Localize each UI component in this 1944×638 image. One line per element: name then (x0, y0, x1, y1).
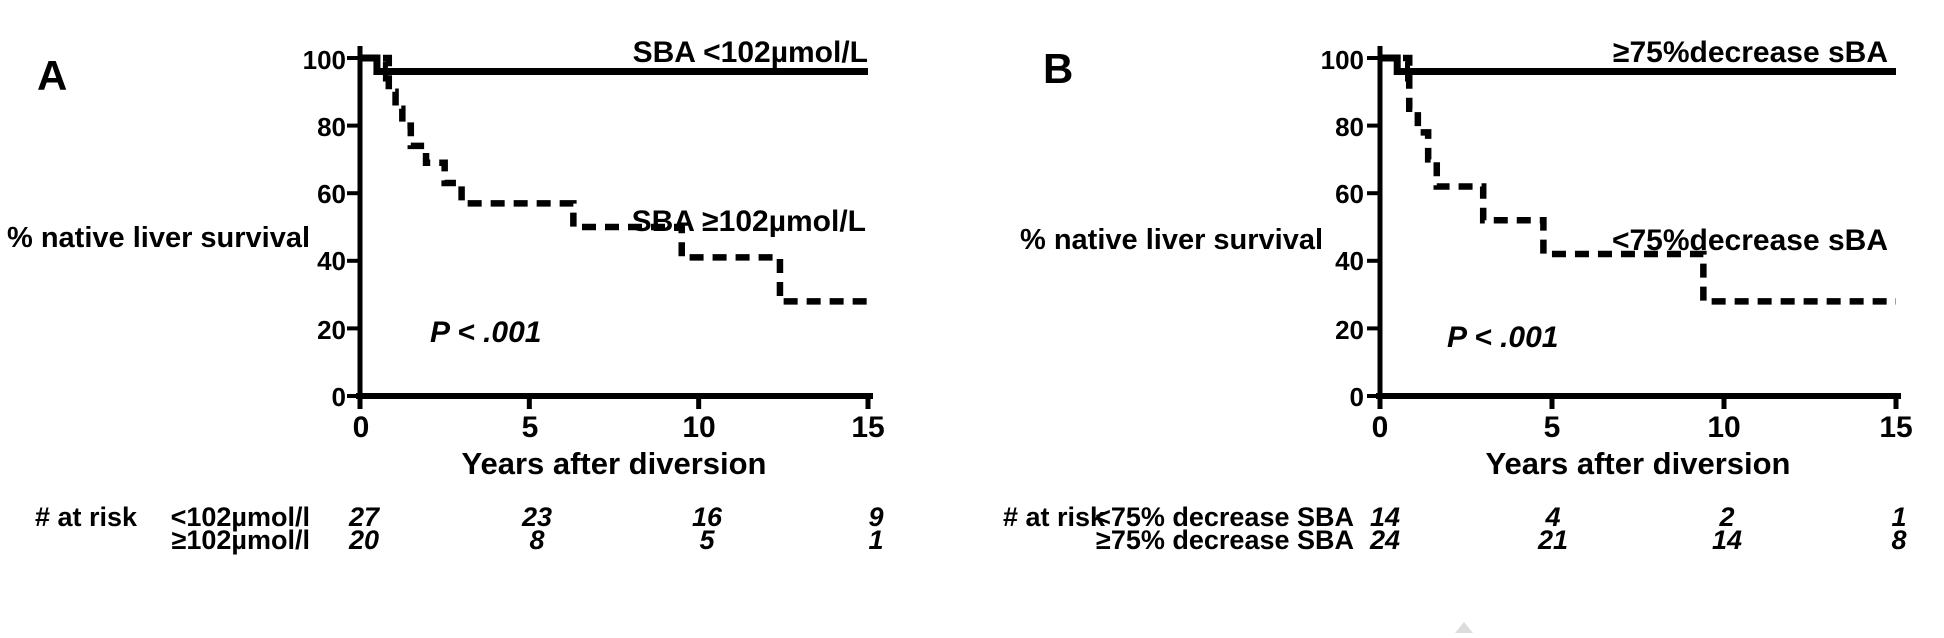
x-tick-label: 15 (851, 411, 884, 444)
x-tick-label: 0 (1372, 411, 1389, 444)
at-risk-count: 21 (1537, 525, 1568, 555)
at-risk-count: 24 (1369, 525, 1400, 555)
at-risk-count: 8 (1891, 525, 1906, 555)
plot-lines (347, 46, 873, 409)
x-axis-title: Years after diversion (462, 446, 767, 481)
y-tick-label: 40 (317, 246, 346, 276)
at-risk-count: 14 (1712, 525, 1742, 555)
at-risk-row-label: <75% decrease SBA (1095, 502, 1354, 532)
legend-solid-label: SBA <102µmol/L (633, 36, 868, 69)
y-tick-label: 60 (317, 179, 346, 209)
at-risk-row-label: ≥102µmol/l (172, 525, 310, 555)
x-axis-title: Years after diversion (1486, 446, 1791, 481)
at-risk-count: 8 (529, 525, 544, 555)
at-risk-header: # at risk (35, 502, 138, 532)
y-tick-label: 100 (303, 45, 346, 75)
y-tick-label: 0 (1350, 382, 1364, 412)
at-risk-row-label: ≥75% decrease SBA (1096, 525, 1354, 555)
x-tick-label: 5 (522, 411, 539, 444)
survival-curve-dashed (360, 54, 868, 305)
x-tick-label: 10 (682, 411, 715, 444)
survival-curve-dashed (1380, 54, 1896, 305)
p-value-annotation: P < .001 (1447, 321, 1558, 354)
x-tick-label: 15 (1879, 411, 1912, 444)
at-risk-count: 2 (1718, 502, 1734, 532)
at-risk-count: 14 (1370, 502, 1400, 532)
y-tick-label: 80 (1335, 112, 1364, 142)
y-tick-label: 80 (317, 112, 346, 142)
at-risk-row-label: <102µmol/l (171, 502, 310, 532)
at-risk-count: 27 (348, 502, 381, 532)
panel-a-chart: A % native liver survival 100 80 60 40 2… (7, 36, 885, 555)
at-risk-count: 9 (868, 502, 883, 532)
y-tick-label: 0 (332, 382, 346, 412)
at-risk-header: # at risk (1003, 502, 1106, 532)
at-risk-count: 4 (1544, 502, 1560, 532)
legend-dashed-label: SBA ≥102µmol/L (632, 205, 866, 238)
panel-letter: B (1043, 45, 1073, 92)
y-axis-title: % native liver survival (7, 222, 310, 254)
at-risk-count: 23 (521, 502, 552, 532)
y-tick-label: 60 (1335, 179, 1364, 209)
y-axis-title: % native liver survival (1020, 224, 1323, 256)
y-tick-label: 100 (1321, 45, 1364, 75)
x-tick-label: 10 (1707, 411, 1740, 444)
panel-b-chart: B % native liver survival 100 80 60 40 2… (1003, 36, 1913, 555)
watermark-triangle-icon (1455, 622, 1473, 633)
legend-solid-label: ≥75%decrease sBA (1613, 36, 1888, 69)
p-value-annotation: P < .001 (430, 316, 541, 349)
x-tick-label: 5 (1544, 411, 1561, 444)
x-tick-label: 0 (353, 411, 370, 444)
y-tick-label: 40 (1335, 246, 1364, 276)
at-risk-count: 1 (1891, 502, 1906, 532)
panel-letter: A (37, 52, 67, 99)
at-risk-count: 16 (692, 502, 723, 532)
at-risk-count: 5 (699, 525, 715, 555)
y-tick-label: 20 (317, 315, 346, 345)
at-risk-count: 20 (348, 525, 379, 555)
legend-dashed-label: <75%decrease sBA (1612, 224, 1888, 257)
at-risk-count: 1 (868, 525, 883, 555)
plot-lines (1367, 46, 1901, 409)
y-tick-label: 20 (1335, 315, 1364, 345)
